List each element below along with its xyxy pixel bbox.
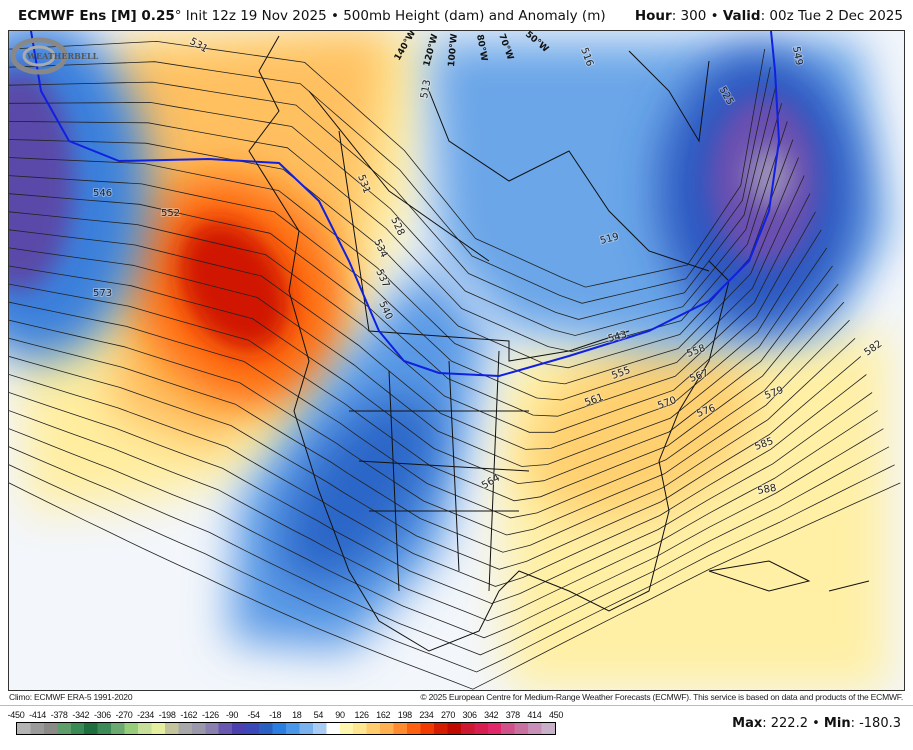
anomaly-shading bbox=[9, 31, 889, 690]
contour-line bbox=[9, 283, 839, 502]
map-canvas: 5315465525735135315285345375405165255495… bbox=[9, 31, 901, 690]
weatherbell-logo: WEATHERBELL bbox=[10, 37, 99, 75]
colorbar-tick: -18 bbox=[269, 710, 282, 720]
lon-label: 100°W bbox=[447, 33, 460, 67]
colorbar-ticks: -450 -414 -378 -342 -306 -270 -234 -198 -162 -126… bbox=[8, 710, 564, 722]
contour-line bbox=[9, 356, 862, 570]
southwest-trough-core bbox=[281, 395, 437, 587]
colorbar-tick: 234 bbox=[419, 710, 434, 720]
contour-line bbox=[9, 193, 811, 417]
contour-line bbox=[9, 428, 884, 639]
borders-and-coastlines bbox=[248, 35, 870, 652]
degree-symbol: ° bbox=[174, 8, 182, 24]
max-min-stats: Max: 222.2 • Min: -180.3 bbox=[732, 716, 901, 731]
greenland-coast bbox=[628, 50, 710, 143]
caribbean-islands bbox=[708, 560, 870, 592]
valid-time: Hour: 300 • Valid: 00z Tue 2 Dec 2025 bbox=[635, 8, 903, 24]
contour-line bbox=[9, 265, 833, 485]
colorbar-tick: 450 bbox=[548, 710, 564, 720]
map-title: ECMWF Ens [M] 0.25° Init 12z 19 Nov 2025… bbox=[18, 8, 606, 24]
min-value: : -180.3 bbox=[850, 716, 901, 731]
copyright-note: © 2025 European Centre for Medium-Range … bbox=[420, 692, 903, 702]
colorbar-tick: 378 bbox=[505, 710, 520, 720]
contour-540-highlight bbox=[30, 31, 781, 378]
init-description: Init 12z 19 Nov 2025 • 500mb Height (dam… bbox=[181, 8, 606, 24]
contour-label: 546 bbox=[93, 188, 112, 199]
divider bbox=[0, 705, 913, 706]
colorbar-tick: -126 bbox=[201, 710, 219, 720]
contour-line bbox=[9, 319, 850, 536]
contour-line bbox=[9, 446, 890, 656]
contour-line bbox=[9, 157, 799, 385]
svg-text:WEATHERBELL: WEATHERBELL bbox=[26, 51, 99, 61]
contour-line bbox=[9, 175, 805, 401]
contour-label: 552 bbox=[161, 208, 180, 219]
contour-line bbox=[9, 337, 856, 553]
hour-value: : 300 • bbox=[671, 8, 723, 24]
state-lines bbox=[308, 90, 530, 592]
contour-line bbox=[9, 482, 901, 690]
contour-line bbox=[9, 247, 828, 467]
contour-line bbox=[9, 121, 788, 353]
colorbar-tick: -414 bbox=[29, 710, 47, 720]
colorbar-tick: 90 bbox=[335, 710, 345, 720]
contour-line bbox=[9, 211, 816, 433]
contour-line bbox=[9, 101, 782, 336]
contour-label: 549 bbox=[790, 46, 804, 67]
colorbar-tick: -306 bbox=[93, 710, 111, 720]
contour-line bbox=[9, 229, 822, 450]
min-label: Min bbox=[823, 716, 851, 731]
positive-anomaly-east-core bbox=[525, 342, 753, 520]
contour-line bbox=[9, 392, 873, 604]
contour-line bbox=[9, 61, 771, 304]
greenland-low-center bbox=[747, 146, 791, 206]
colorbar-tick: -270 bbox=[115, 710, 133, 720]
hour-label: Hour bbox=[634, 8, 672, 24]
coastline bbox=[248, 35, 730, 652]
colorbar-tick: 342 bbox=[484, 710, 499, 720]
max-label: Max bbox=[732, 716, 763, 731]
colorbar-tick: -54 bbox=[247, 710, 260, 720]
colorbar-tick: 414 bbox=[527, 710, 542, 720]
contour-line bbox=[9, 374, 867, 587]
colorbar-tick: 270 bbox=[440, 710, 456, 720]
colorbar-tick: -450 bbox=[7, 710, 25, 720]
contour-line bbox=[9, 410, 878, 622]
max-value: : 222.2 • bbox=[762, 716, 824, 731]
colorbar-tick: -90 bbox=[225, 710, 239, 720]
valid-label: Valid bbox=[722, 8, 761, 24]
climo-note: Climo: ECMWF ERA-5 1991-2020 bbox=[9, 692, 133, 702]
colorbar-tick: 162 bbox=[376, 710, 391, 720]
weather-map: 531 546 552 573 513 531 528 534 537 540 516 525 549 5… bbox=[8, 30, 905, 691]
colorbar-tick: 126 bbox=[354, 710, 369, 720]
ridge-max bbox=[178, 220, 290, 352]
lon-label: 80°W bbox=[474, 34, 489, 62]
colorbar-tick: 18 bbox=[292, 710, 302, 720]
colorbar-tick: -378 bbox=[50, 710, 68, 720]
colorbar-tick: 198 bbox=[397, 710, 412, 720]
contour-label: 573 bbox=[93, 288, 112, 299]
contour-line bbox=[9, 40, 766, 288]
colorbar-tick: -234 bbox=[137, 710, 155, 720]
arctic-coast bbox=[428, 90, 710, 272]
contour-line bbox=[9, 464, 895, 673]
colorbar-tick: 306 bbox=[462, 710, 477, 720]
valid-value: : 00z Tue 2 Dec 2025 bbox=[760, 8, 903, 24]
model-name: ECMWF Ens [M] 0.25 bbox=[18, 8, 175, 24]
height-contours bbox=[9, 40, 901, 690]
colorbar-tick: -342 bbox=[72, 710, 90, 720]
contour-label: 588 bbox=[757, 483, 778, 497]
colorbar-tick: -162 bbox=[180, 710, 198, 720]
contour-line bbox=[9, 301, 845, 519]
colorbar bbox=[16, 722, 556, 735]
contour-line bbox=[9, 81, 777, 320]
colorbar-tick: 54 bbox=[313, 710, 324, 720]
colorbar-tick: -198 bbox=[158, 710, 176, 720]
contour-label: 513 bbox=[419, 79, 433, 100]
